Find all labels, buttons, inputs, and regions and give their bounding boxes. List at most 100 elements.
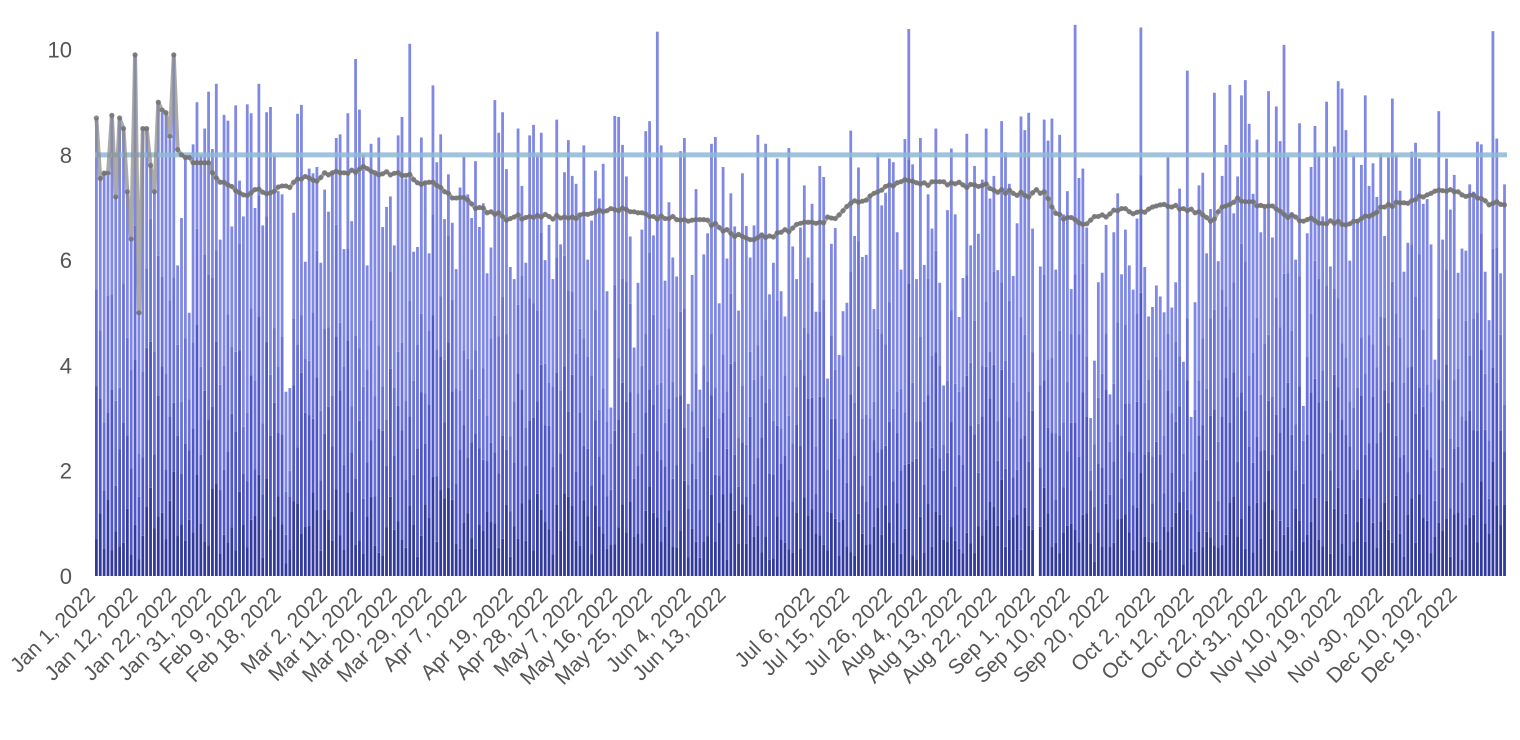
bar-segment [1456, 368, 1460, 447]
moving-average-point [337, 170, 343, 176]
bar-segment [1046, 427, 1050, 514]
bar-segment [570, 292, 574, 375]
moving-average-point [1293, 214, 1299, 220]
bar-segment [466, 457, 470, 514]
moving-average-point [422, 180, 428, 186]
bar-segment [1185, 70, 1189, 319]
bar-segment [1263, 502, 1267, 576]
bar-segment [864, 544, 868, 576]
bar-segment [1019, 549, 1023, 576]
bar-segment [536, 401, 539, 494]
bar-segment [226, 542, 230, 576]
bar-segment [497, 336, 501, 474]
bar-segment [1468, 355, 1472, 411]
bar-segment [949, 422, 953, 528]
moving-average-point [735, 231, 742, 237]
bar-segment [1093, 561, 1096, 576]
bar-segment [926, 503, 930, 576]
moving-average-point [782, 227, 788, 233]
moving-average-point [1289, 212, 1295, 218]
bar-segment [1220, 416, 1224, 546]
bar-segment [930, 228, 934, 356]
bar-segment [1425, 384, 1429, 450]
bar-segment [1402, 382, 1406, 455]
bar-segment [717, 475, 721, 523]
bar-segment [988, 351, 992, 399]
moving-average-point [1385, 201, 1392, 207]
bar-segment [1042, 275, 1046, 381]
bar-segment [636, 282, 640, 394]
moving-average-point [1358, 215, 1364, 222]
bar-segment [833, 419, 837, 519]
bar-segment [207, 91, 210, 275]
moving-average-point [1157, 202, 1163, 208]
bar-segment [1062, 487, 1065, 533]
bar-segment [826, 469, 829, 512]
bar-segment [164, 112, 168, 374]
bar-segment [528, 420, 532, 500]
bar-segment [1499, 334, 1503, 431]
bar-segment [447, 342, 450, 488]
moving-average-point [515, 212, 521, 218]
bar-segment [1247, 446, 1251, 506]
bar-segment [733, 454, 737, 511]
bar-segment [644, 131, 648, 334]
moving-average-point [755, 234, 761, 241]
bar-segment [930, 447, 934, 547]
bar-segment [180, 218, 183, 402]
bar-segment [443, 422, 446, 499]
bar-segment [621, 279, 624, 383]
bar-segment [799, 548, 802, 576]
moving-average-point [1242, 199, 1248, 205]
bar-segment [404, 479, 408, 548]
bar-segment [744, 496, 748, 544]
bar-segment [1460, 248, 1464, 417]
moving-average-point [391, 170, 397, 176]
bar-segment [748, 514, 752, 576]
moving-average-point [496, 210, 502, 216]
bar-segment [1135, 401, 1139, 508]
bar-segment [172, 402, 176, 472]
bar-segment [1112, 232, 1116, 384]
bar-segment [953, 383, 957, 487]
bar-segment [640, 453, 644, 544]
moving-average-point [1122, 205, 1129, 212]
bar-segment [454, 543, 458, 576]
moving-average-point [1316, 220, 1322, 226]
bar-segment [137, 453, 141, 497]
bar-segment [203, 254, 207, 391]
bar-segment [524, 465, 528, 541]
bar-segment [439, 490, 443, 576]
bar-segment [1267, 334, 1270, 401]
bar-segment [191, 144, 195, 343]
bar-segment [1027, 112, 1031, 392]
bar-segment [969, 543, 973, 576]
bar-segment [1255, 436, 1259, 503]
bar-segment [1050, 433, 1054, 547]
bar-segment [1182, 564, 1185, 576]
bar-segment [1081, 514, 1085, 576]
bar-segment [164, 373, 168, 470]
bar-segment [1228, 319, 1232, 423]
bar-segment [334, 336, 338, 490]
moving-average-point [240, 192, 246, 198]
bar-segment [1352, 155, 1356, 408]
bar-segment [891, 542, 895, 576]
bar-segment [1356, 469, 1359, 522]
bar-segment [1170, 472, 1174, 527]
bar-segment [1108, 494, 1112, 547]
bar-segment [222, 365, 226, 470]
bar-segment [632, 478, 636, 537]
bar-segment [187, 450, 191, 520]
bar-segment [145, 128, 149, 269]
bar-segment [242, 525, 245, 576]
bar-segment [1383, 390, 1386, 503]
bar-segment [965, 532, 969, 576]
bar-segment [1414, 542, 1417, 576]
bar-segment [694, 541, 698, 576]
bar-segment [683, 480, 686, 576]
bar-segment [1166, 390, 1170, 532]
bar-segment [938, 458, 942, 515]
bar-segment [1317, 155, 1321, 279]
bar-segment [1069, 289, 1073, 335]
